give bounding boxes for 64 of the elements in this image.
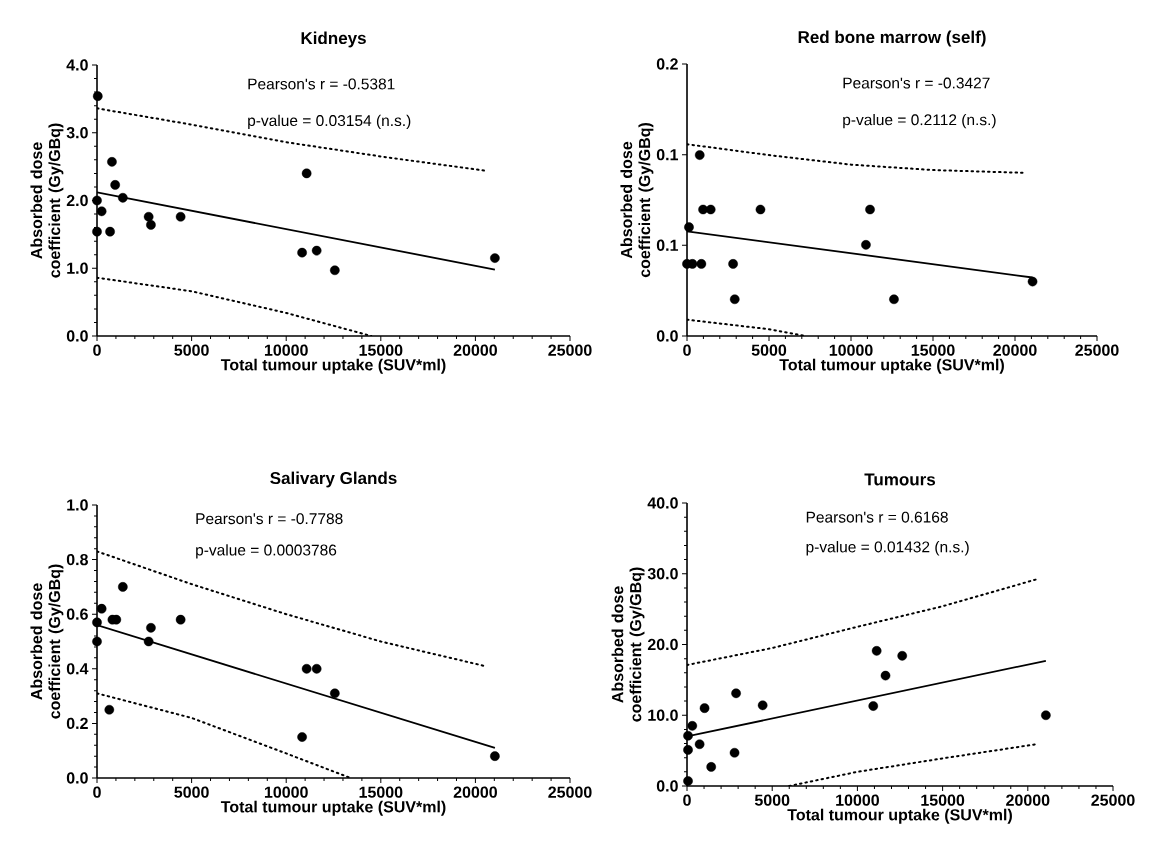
y-axis-title: Absorbed dose coefficient (Gy/GBq) (611, 567, 645, 722)
chart-title: Red bone marrow (self) (798, 30, 986, 47)
chart-title: Kidneys (301, 31, 366, 48)
y-tick-label: 0.0 (656, 780, 678, 792)
x-tick-label: 20000 (453, 344, 497, 356)
x-tick-label: 15000 (911, 344, 955, 356)
annotation: p-value = 0.0003786 (196, 544, 337, 559)
y-tick-label: 0.2 (656, 58, 678, 70)
y-tick-label: 0.0 (656, 330, 678, 342)
x-axis-title: Total tumour uptake (SUV*ml) (220, 358, 446, 374)
x-axis-title: Total tumour uptake (SUV*ml) (787, 808, 1012, 824)
x-tick-label: 25000 (1075, 344, 1119, 356)
x-axis-title: Total tumour uptake (SUV*ml) (779, 358, 1004, 374)
chart-title: Tumours (864, 473, 936, 486)
y-tick-label: 10.0 (648, 709, 678, 721)
y-tick-label: 0.2 (66, 717, 88, 730)
y-tick-label: 2.0 (66, 194, 88, 207)
y-axis-title: Absorbed dose coefficient (Gy/GBq) (30, 564, 64, 719)
y-tick-label: 1.0 (67, 499, 88, 511)
y-tick-label: 0.4 (66, 663, 89, 675)
x-tick-label: 20000 (993, 344, 1037, 356)
y-tick-label: 0.8 (66, 553, 88, 566)
x-tick-label: 0 (683, 344, 691, 356)
y-tick-label: 40.0 (647, 497, 678, 509)
y-axis-title: Absorbed dose coefficient (Gy/GBq) (620, 123, 654, 278)
x-tick-label: 10000 (264, 786, 308, 798)
y-tick-label: 0.1 (656, 149, 679, 161)
y-tick-label: 0.1 (656, 239, 679, 251)
annotation: p-value = 0.03154 (n.s.) (248, 114, 411, 130)
x-tick-label: 25000 (1091, 794, 1135, 806)
x-tick-label: 0 (683, 794, 691, 806)
y-tick-label: 0.0 (66, 772, 88, 784)
annotation: Pearson's r = -0.7788 (196, 513, 343, 525)
x-tick-label: 10000 (829, 344, 873, 356)
x-axis-title: Total tumour uptake (SUV*ml) (220, 800, 446, 816)
y-tick-label: 20.0 (647, 638, 678, 651)
y-tick-label: 0.6 (66, 608, 88, 620)
x-tick-label: 15000 (359, 344, 403, 356)
y-tick-label: 0.0 (66, 330, 88, 342)
y-tick-label: 1.0 (67, 262, 88, 274)
annotation: p-value = 0.01432 (n.s.) (806, 541, 969, 556)
x-tick-label: 0 (93, 344, 101, 356)
x-tick-label: 5000 (174, 786, 209, 798)
x-tick-label: 5000 (754, 794, 790, 806)
x-tick-label: 25000 (548, 786, 592, 798)
x-tick-label: 20000 (453, 786, 497, 798)
annotation: p-value = 0.2112 (n.s.) (843, 113, 996, 129)
y-tick-label: 4.0 (66, 59, 88, 71)
annotation: Pearson's r = -0.5381 (248, 78, 395, 90)
x-tick-label: 15000 (359, 786, 403, 798)
y-axis-title: Absorbed dose coefficient (Gy/GBq) (30, 123, 64, 278)
x-tick-label: 20000 (1006, 794, 1050, 806)
annotation: Pearson's r = -0.3427 (843, 77, 990, 89)
chart-title: Salivary Glands (270, 471, 397, 488)
x-tick-label: 10000 (836, 794, 879, 806)
x-tick-label: 5000 (174, 344, 209, 356)
y-tick-label: 3.0 (66, 127, 88, 139)
x-tick-label: 5000 (751, 344, 787, 356)
x-tick-label: 25000 (548, 344, 592, 356)
x-tick-label: 10000 (264, 344, 308, 356)
y-tick-label: 30.0 (647, 568, 678, 580)
annotation: Pearson's r = 0.6168 (806, 511, 948, 523)
x-tick-label: 15000 (921, 794, 965, 806)
x-tick-label: 0 (93, 786, 101, 798)
